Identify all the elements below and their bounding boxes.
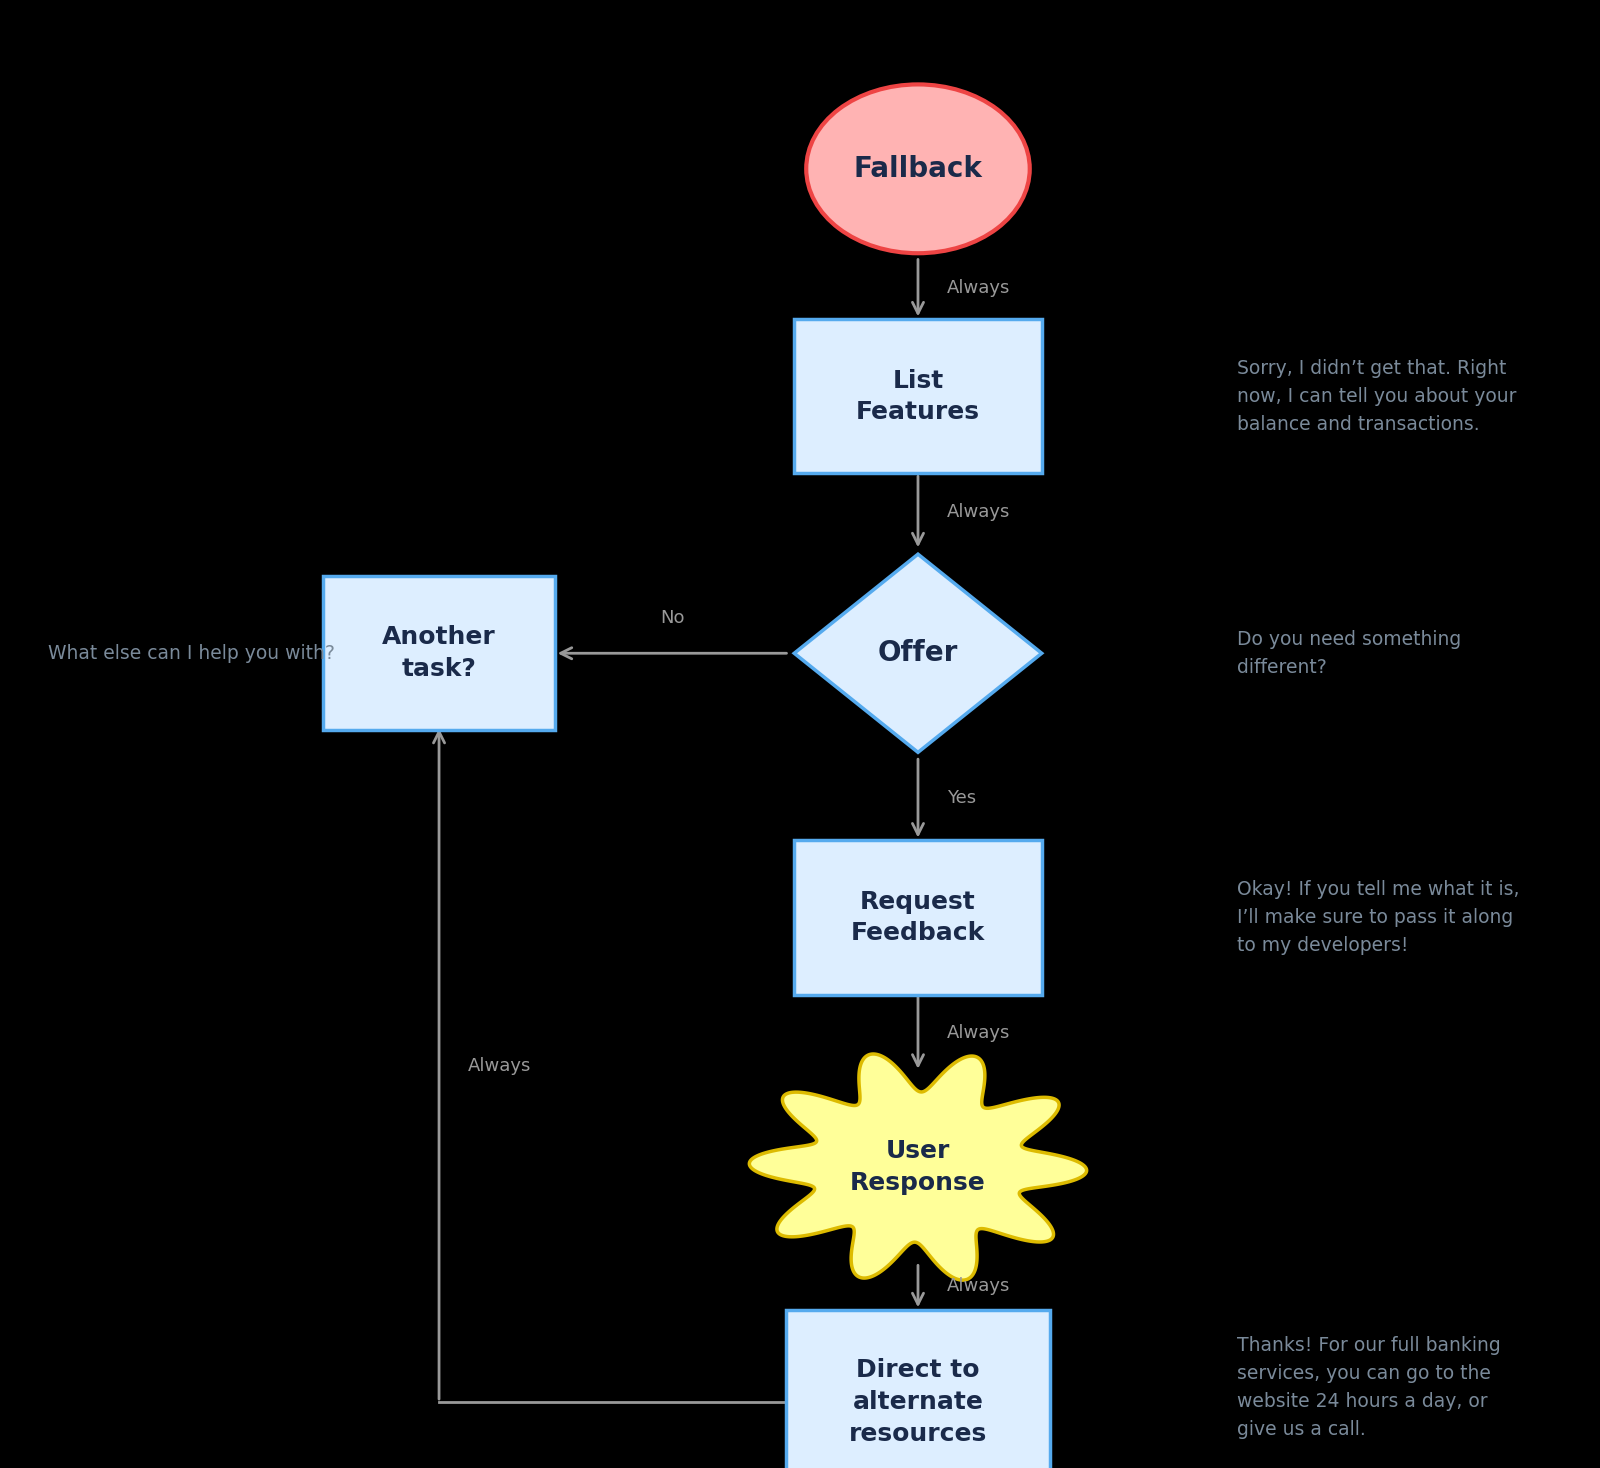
Text: Okay! If you tell me what it is,
I’ll make sure to pass it along
to my developer: Okay! If you tell me what it is, I’ll ma…: [1237, 879, 1520, 956]
FancyBboxPatch shape: [794, 320, 1042, 474]
Text: Fallback: Fallback: [853, 154, 982, 184]
FancyBboxPatch shape: [323, 575, 555, 730]
Text: Always: Always: [947, 504, 1010, 521]
Text: What else can I help you with?: What else can I help you with?: [48, 644, 334, 662]
Text: Request
Feedback: Request Feedback: [851, 890, 986, 945]
Text: Yes: Yes: [947, 790, 976, 807]
Text: List
Features: List Features: [856, 368, 979, 424]
Text: User
Response: User Response: [850, 1139, 986, 1195]
Text: Always: Always: [947, 279, 1010, 297]
Text: Thanks! For our full banking
services, you can go to the
website 24 hours a day,: Thanks! For our full banking services, y…: [1237, 1336, 1501, 1439]
Ellipse shape: [806, 84, 1030, 252]
Text: Offer: Offer: [878, 639, 958, 668]
Polygon shape: [749, 1054, 1086, 1280]
FancyBboxPatch shape: [786, 1309, 1050, 1468]
Text: Do you need something
different?: Do you need something different?: [1237, 630, 1461, 677]
Text: Always: Always: [947, 1025, 1010, 1042]
Text: Another
task?: Another task?: [382, 625, 496, 681]
Text: Always: Always: [467, 1057, 531, 1075]
Text: Always: Always: [947, 1277, 1010, 1295]
Text: Direct to
alternate
resources: Direct to alternate resources: [850, 1358, 987, 1446]
Polygon shape: [794, 553, 1042, 752]
Text: No: No: [659, 609, 685, 627]
FancyBboxPatch shape: [794, 840, 1042, 995]
Text: Sorry, I didn’t get that. Right
now, I can tell you about your
balance and trans: Sorry, I didn’t get that. Right now, I c…: [1237, 358, 1517, 435]
